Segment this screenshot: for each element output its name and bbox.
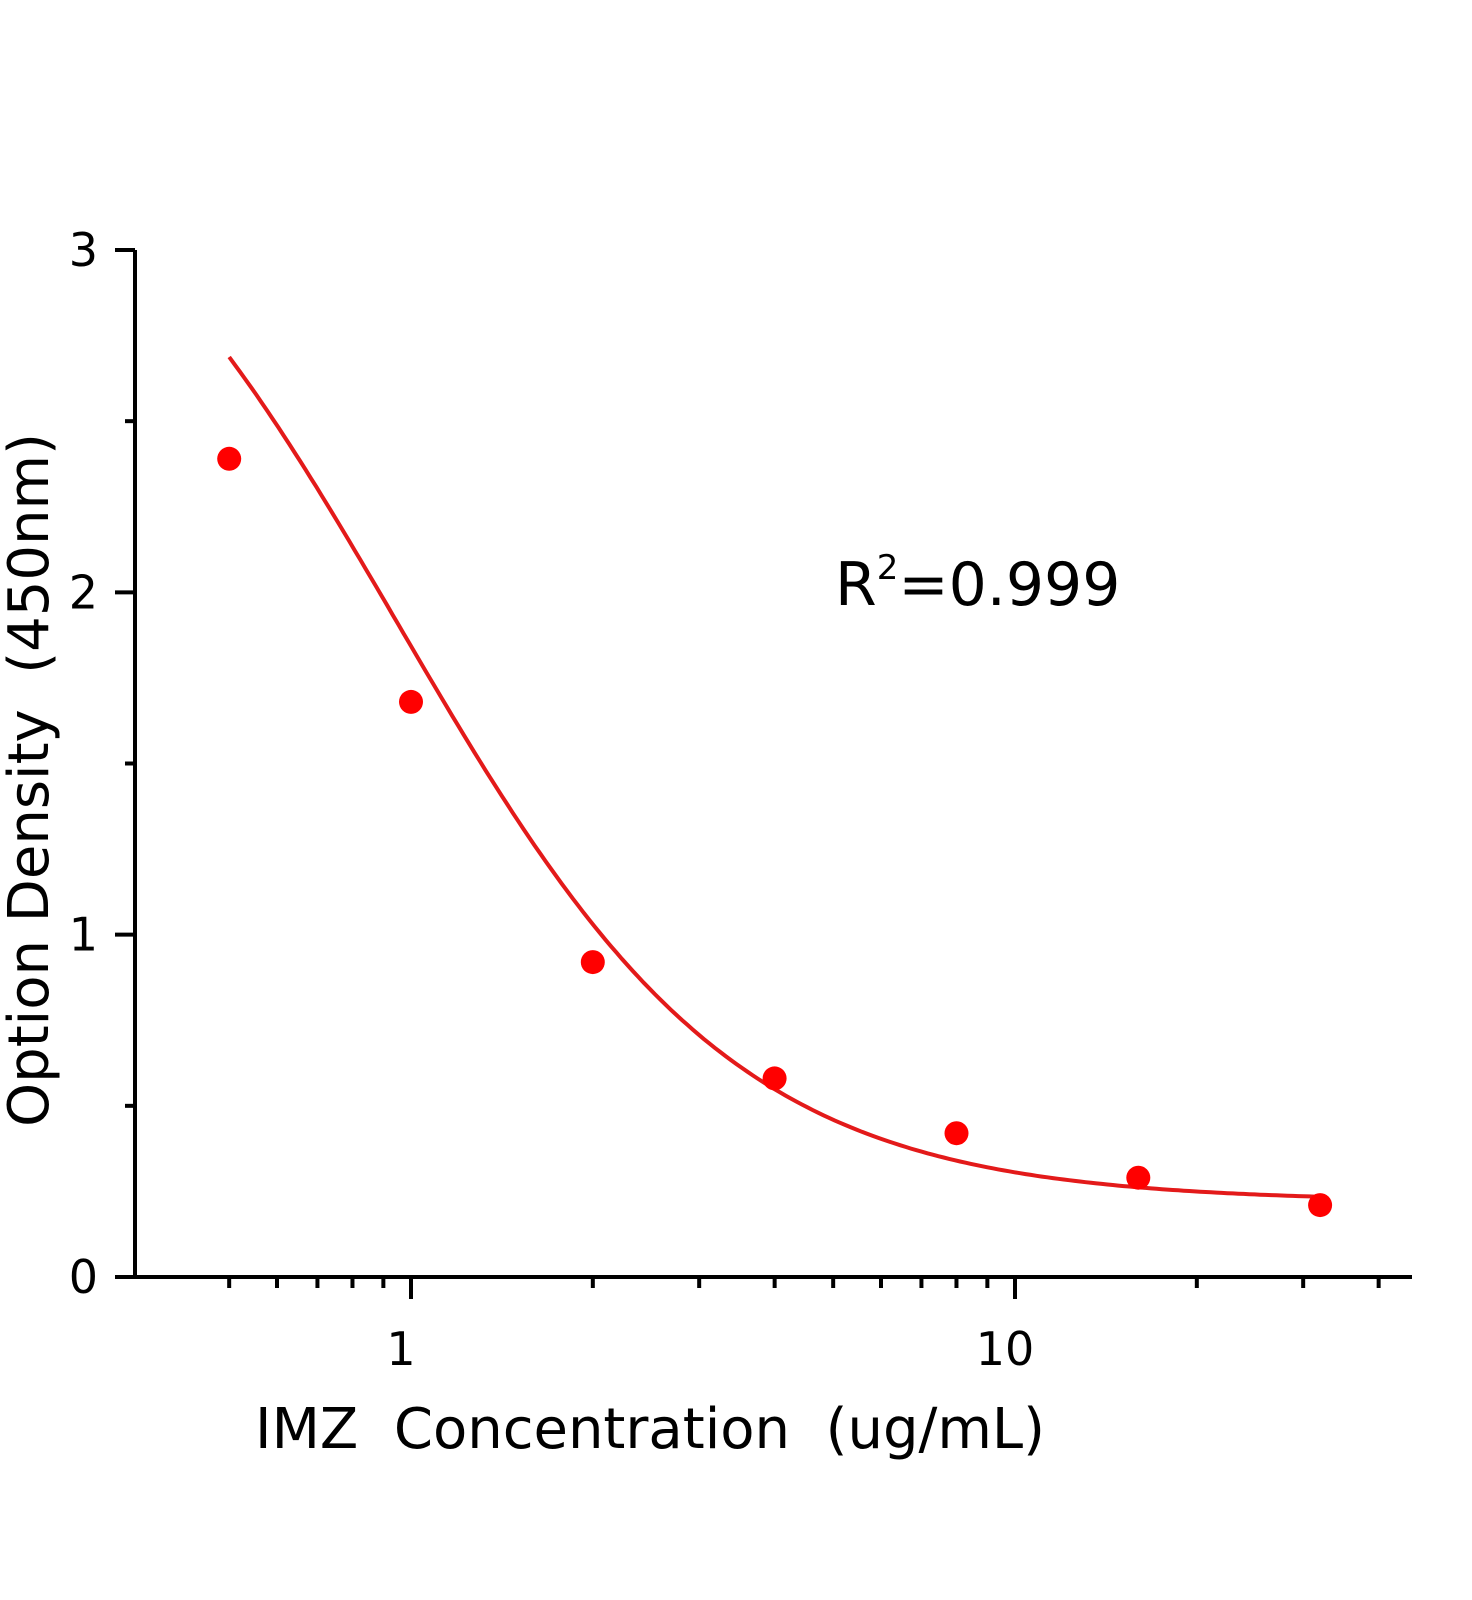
r-squared-main: R bbox=[835, 550, 877, 620]
r-squared-annotation: R2=0.999 bbox=[835, 548, 1120, 620]
data-point bbox=[1308, 1193, 1333, 1218]
data-point bbox=[944, 1121, 969, 1146]
r-squared-superscript: 2 bbox=[877, 548, 899, 588]
y-tick-label: 0 bbox=[69, 1250, 98, 1304]
data-point bbox=[762, 1066, 787, 1091]
data-point bbox=[399, 689, 423, 714]
r-squared-value: =0.999 bbox=[898, 550, 1120, 620]
y-tick-label: 3 bbox=[69, 223, 98, 277]
data-point bbox=[580, 950, 605, 975]
y-tick-label: 1 bbox=[69, 908, 98, 962]
data-point bbox=[1126, 1165, 1151, 1190]
x-tick-label: 10 bbox=[976, 1322, 1035, 1376]
y-axis-title: Option Density (450nm) bbox=[0, 433, 62, 1127]
data-points bbox=[217, 446, 1333, 1218]
x-axis-title: IMZ Concentration (ug/mL) bbox=[255, 1397, 1045, 1462]
y-tick-label: 2 bbox=[69, 565, 98, 619]
axes: 0 1 2 3 1 10 bbox=[69, 223, 1412, 1376]
data-point bbox=[217, 446, 242, 471]
x-tick-label: 1 bbox=[386, 1322, 415, 1376]
